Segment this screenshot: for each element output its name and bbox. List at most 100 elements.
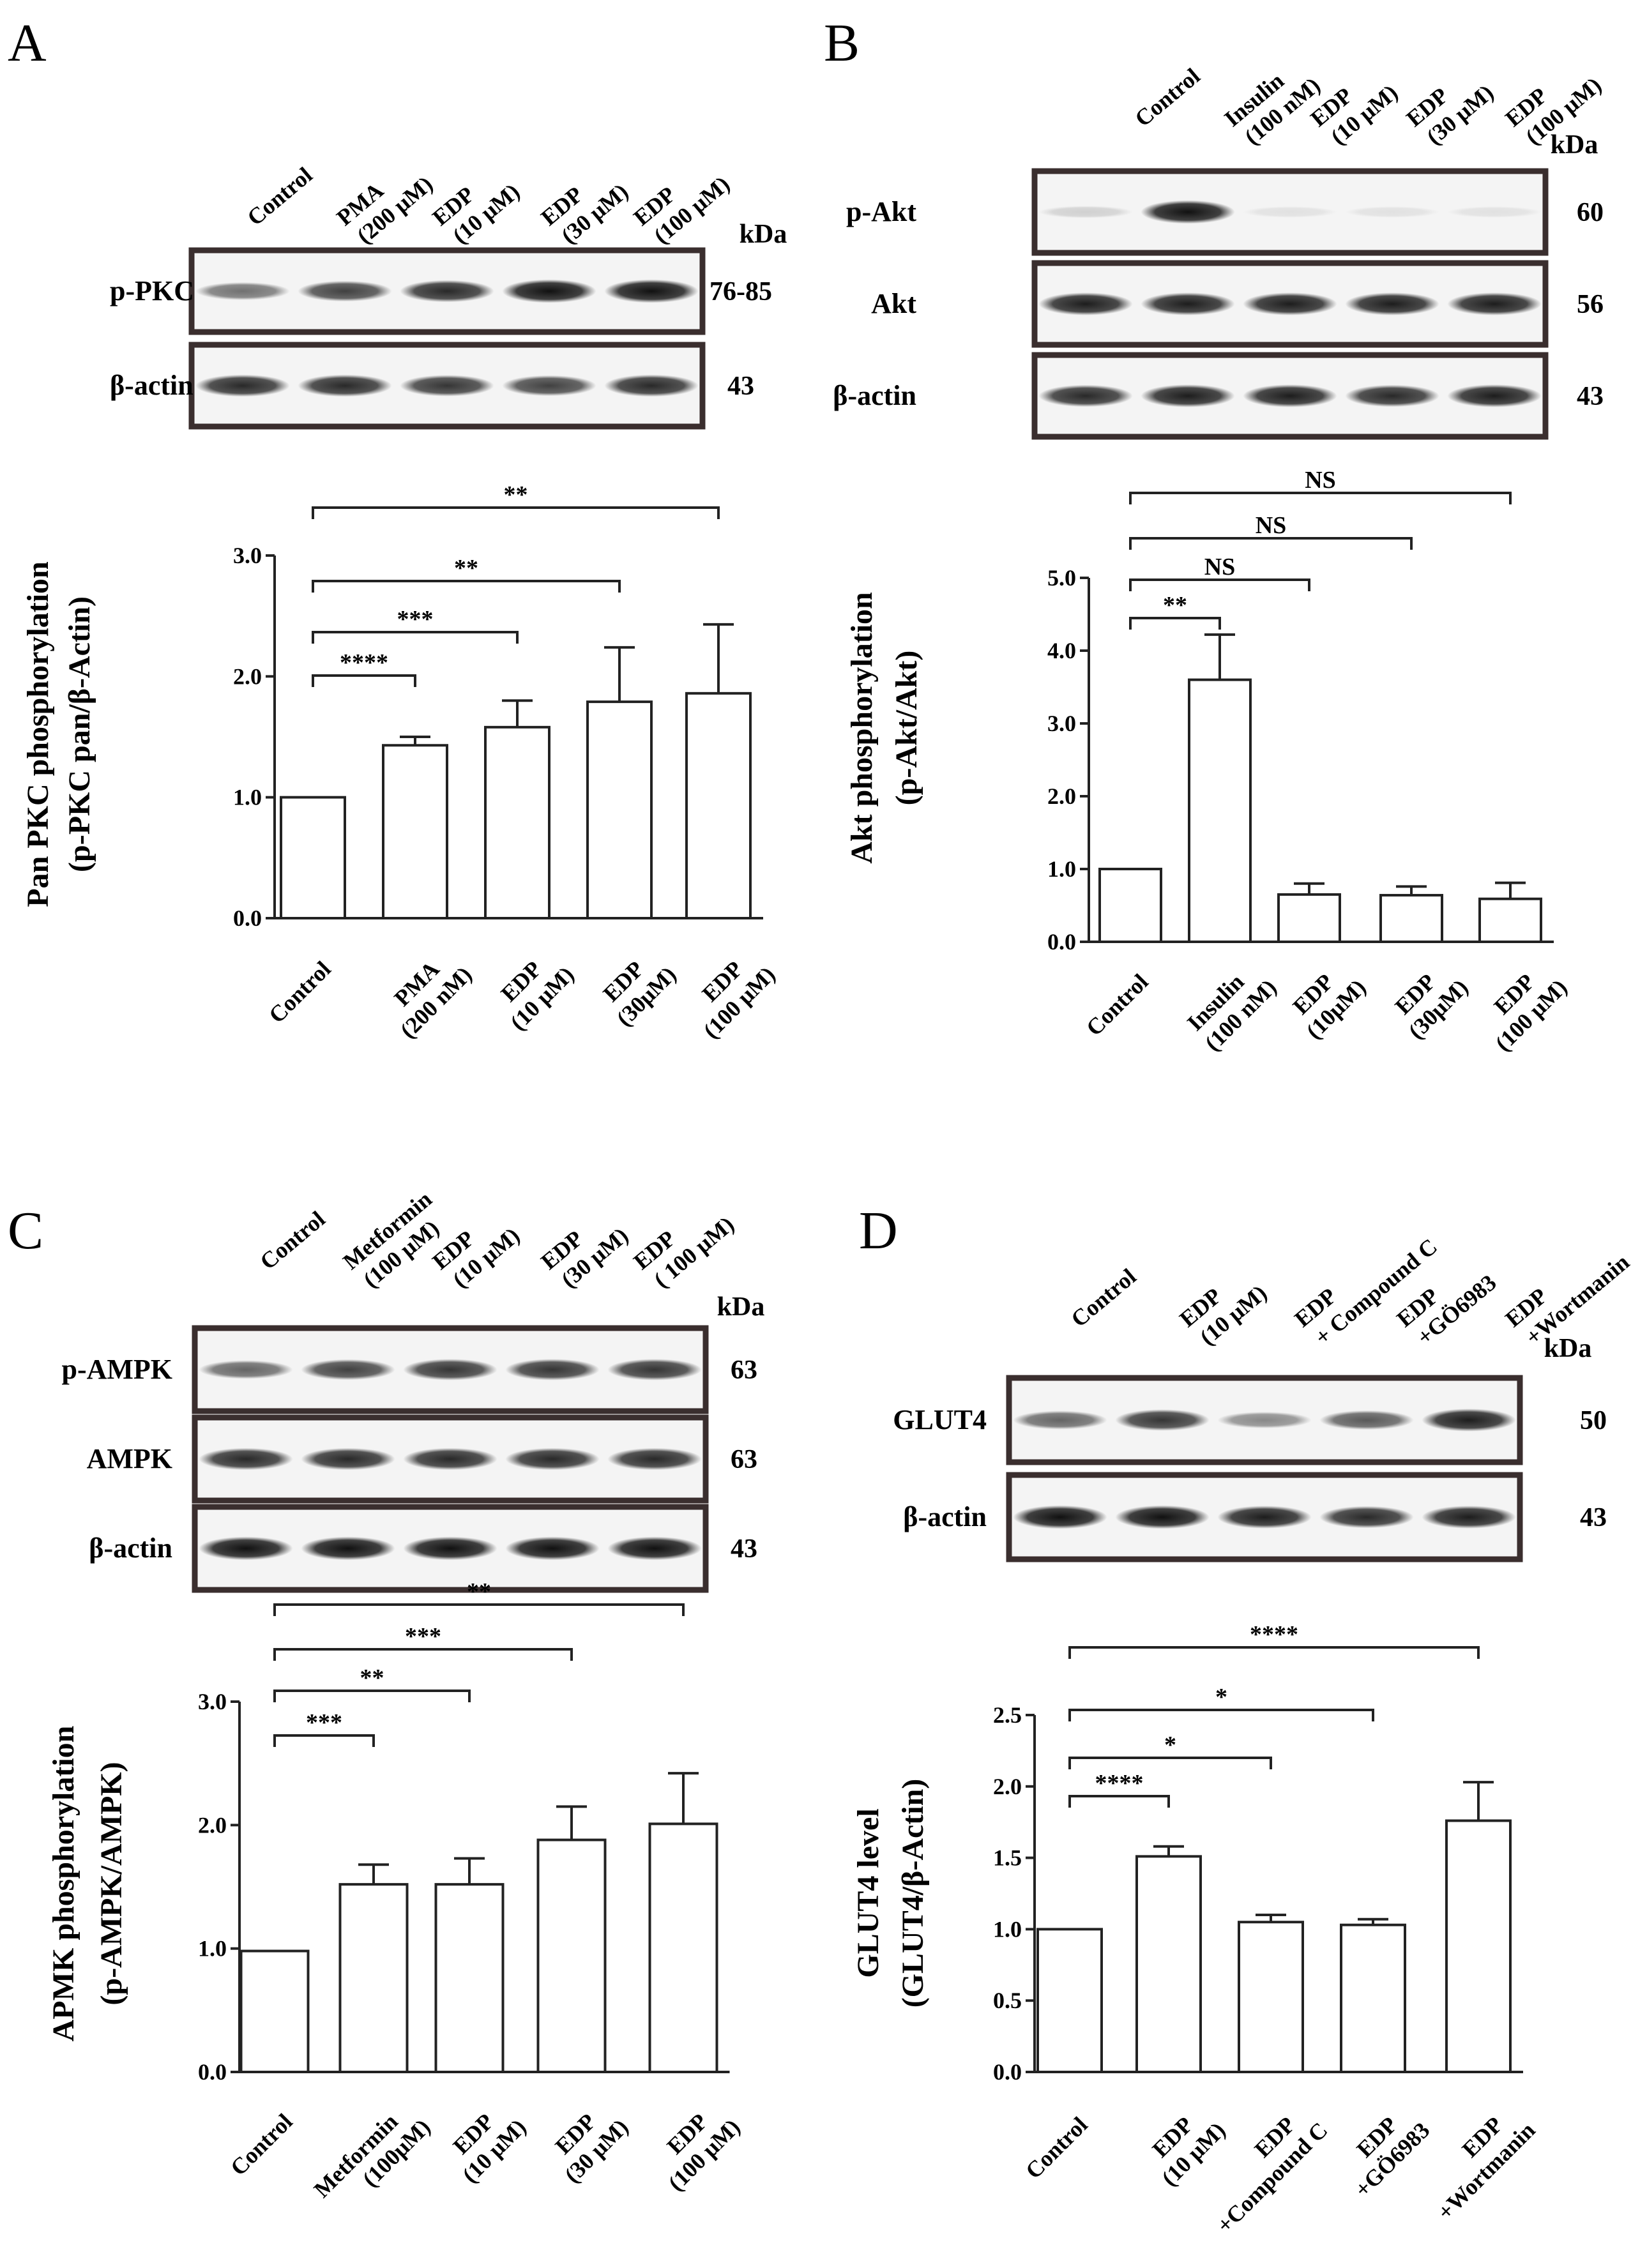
bar-chart: 0.0 1.0 2.0 3.0 Pan PKC phosphorylation (p-PK… [21,481,780,1043]
significance-bracket [273,1734,375,1747]
blot-band [505,1448,600,1470]
x-tick-label: EDP(100 μM) [679,942,780,1043]
blot-band [199,1448,293,1470]
blot-band [1038,292,1133,315]
bar [536,1838,607,2074]
x-tick-label: EDP(10 μM) [1137,2098,1230,2191]
lane-label: Control [242,162,317,231]
bar [484,725,550,920]
blot-band [199,1536,293,1561]
y-tick-label: 1.0 [993,1916,1022,1942]
blot-band [298,280,392,302]
blot-row-label: p-Akt [846,196,916,227]
blot-band [1319,1410,1414,1430]
blot-row-label: β-actin [903,1501,987,1532]
significance-label: ** [1163,592,1187,619]
blot-band [1217,1412,1312,1428]
lane-label: Insulin(100 nM) [1219,52,1324,152]
blot-band [1115,1505,1210,1529]
x-tick-label: Control [1081,969,1153,1041]
lane-label: EDP(30 μM) [536,1202,633,1295]
lane-label: EDP( 100 μM) [628,1191,738,1295]
significance-bracket [1068,1646,1480,1659]
lane-label-line: Control [1066,1264,1141,1332]
blot-band [607,1536,702,1561]
blot-row-label: β-actin [833,380,916,411]
kda-header: kDa [1544,1334,1592,1363]
blot-strip-actin: β-actin 43 [110,342,754,430]
y-tick-label: 3.0 [233,543,262,568]
y-tick-label: 0.0 [233,905,262,931]
y-tick-label: 2.0 [1047,783,1076,809]
x-tick-label: EDP(30μM) [593,942,681,1031]
significance-bracket [1068,1795,1170,1808]
significance-label: **** [340,649,388,676]
significance-bracket [1129,578,1310,591]
y-tick-label: 0.0 [1047,929,1076,955]
blot-kda-value: 63 [731,1445,757,1474]
blot-band [301,1359,395,1380]
significance-bracket [1068,1709,1374,1721]
blot-kda-value: 43 [1580,1503,1607,1532]
blot-kda-value: 50 [1580,1406,1607,1435]
blot-band [1345,206,1439,218]
blot-strip-ppkc: p-PKC 76-85 [110,247,772,335]
blot-kda-value: 76-85 [710,277,772,306]
blot-strip-pampk: p-AMPK 63 [61,1325,757,1414]
blot-kda-value: 63 [731,1356,757,1385]
kda-header: kDa [717,1292,765,1322]
lane-label-line: Control [1130,63,1204,132]
x-tick-label: EDP(100 μM) [1471,955,1572,1056]
y-tick-label: 1.0 [198,1936,227,1962]
blot-band [607,1448,702,1470]
significance-label: *** [306,1709,342,1736]
y-tick-label: 5.0 [1047,565,1076,591]
lane-label-line: Control [242,162,317,231]
blot-kda-value: 60 [1577,198,1604,227]
blot-row-label: β-actin [89,1532,172,1564]
blot-band [1422,1506,1516,1529]
bar [1188,678,1252,943]
kda-header: kDa [740,220,787,249]
panel-letter: B [824,13,860,73]
blot-band [298,374,392,397]
x-tick-label: Insulin(100 nM) [1181,955,1282,1056]
bar-chart: 0.0 0.5 1.0 1.5 2.0 2.5 GLUT4 level (GLUT4/β-Ac… [851,1621,1540,2238]
significance-bracket [273,1690,471,1702]
blot-band [1013,1505,1107,1529]
lane-label: PMA(200 μM) [331,151,437,252]
x-tick-label: EDP(10 μM) [486,942,579,1035]
blot-strip-actin: β-actin 43 [89,1504,757,1593]
blot-band [1141,292,1235,315]
x-tick-label: EDP(10 μM) [438,2095,531,2188]
significance-bracket [312,580,621,593]
kda-header: kDa [1551,130,1598,160]
y-tick-label: 3.0 [1047,711,1076,736]
blot-band [1447,384,1542,407]
y-tick-label: 2.0 [233,663,262,689]
x-tick-label: EDP+GÖ6983 [1331,2098,1435,2202]
y-axis-label: GLUT4 level [851,1808,885,1977]
blot-band [1447,292,1542,315]
lane-label: Control [1130,63,1204,132]
lane-label: Metformin(100 μM) [338,1186,453,1296]
bar [1098,868,1162,943]
x-tick-label: EDP(30μM) [1385,955,1473,1044]
blot-band [1141,384,1235,407]
x-tick-label: Metformin(100μM) [309,2095,436,2221]
blot-row-label: β-actin [110,370,194,401]
blot-band [1141,200,1235,224]
y-axis-label: (p-Akt/Akt) [890,651,923,806]
blot-band [502,279,596,303]
panel-letter: D [859,1201,898,1260]
blot-band [1243,384,1337,407]
bar [648,1822,718,2073]
y-tick-label: 1.5 [993,1845,1022,1871]
significance-label: ** [454,555,478,582]
bar [1238,1921,1304,2073]
blot-band [195,374,290,397]
blot-band [1115,1409,1210,1431]
blot-strip-actin: β-actin 43 [833,352,1604,440]
bar [1478,897,1542,943]
